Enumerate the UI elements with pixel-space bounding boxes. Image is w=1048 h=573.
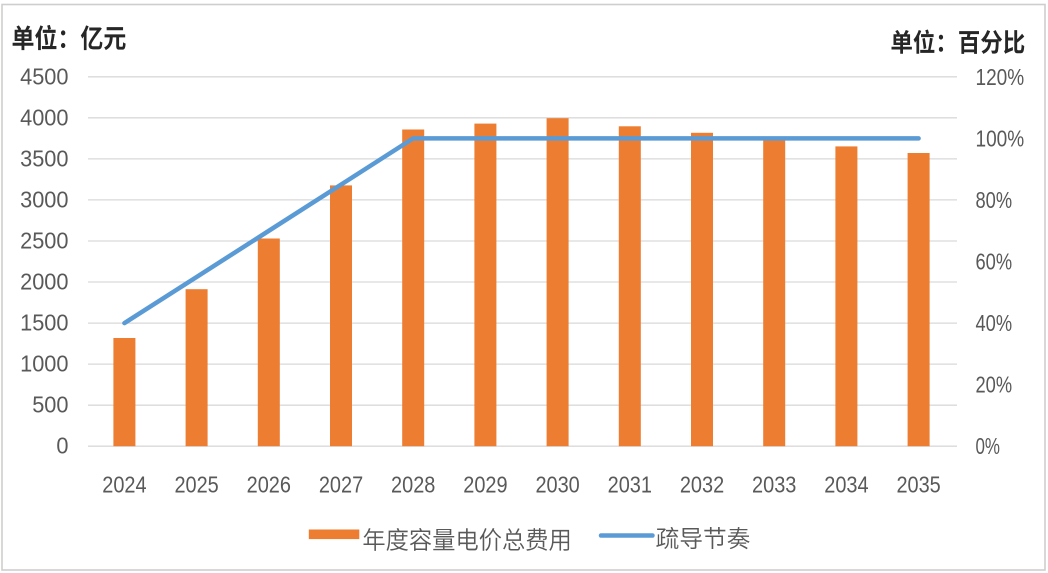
svg-text:2034: 2034	[824, 472, 868, 498]
svg-text:4500: 4500	[20, 63, 68, 89]
svg-text:20%: 20%	[976, 372, 1013, 398]
svg-text:0%: 0%	[976, 433, 1001, 459]
svg-text:2025: 2025	[174, 472, 218, 498]
svg-text:60%: 60%	[976, 249, 1013, 275]
svg-text:2031: 2031	[608, 472, 652, 498]
svg-text:2028: 2028	[391, 472, 435, 498]
svg-text:2000: 2000	[20, 269, 68, 295]
svg-text:1000: 1000	[20, 351, 68, 377]
svg-text:0: 0	[56, 433, 68, 459]
svg-text:4000: 4000	[20, 104, 68, 130]
svg-text:2032: 2032	[680, 472, 724, 498]
svg-text:2033: 2033	[752, 472, 796, 498]
svg-text:500: 500	[32, 392, 68, 418]
svg-text:2500: 2500	[20, 228, 68, 254]
svg-text:2030: 2030	[535, 472, 579, 498]
svg-text:80%: 80%	[976, 187, 1013, 213]
svg-text:1500: 1500	[20, 310, 68, 336]
svg-text:2026: 2026	[247, 472, 291, 498]
svg-text:2035: 2035	[896, 472, 940, 498]
svg-text:2029: 2029	[463, 472, 507, 498]
svg-text:100%: 100%	[976, 125, 1025, 151]
svg-text:3500: 3500	[20, 145, 68, 171]
svg-text:3000: 3000	[20, 186, 68, 212]
svg-text:120%: 120%	[976, 64, 1025, 90]
svg-text:2024: 2024	[102, 472, 146, 498]
svg-text:2027: 2027	[319, 472, 363, 498]
svg-text:40%: 40%	[976, 310, 1013, 336]
